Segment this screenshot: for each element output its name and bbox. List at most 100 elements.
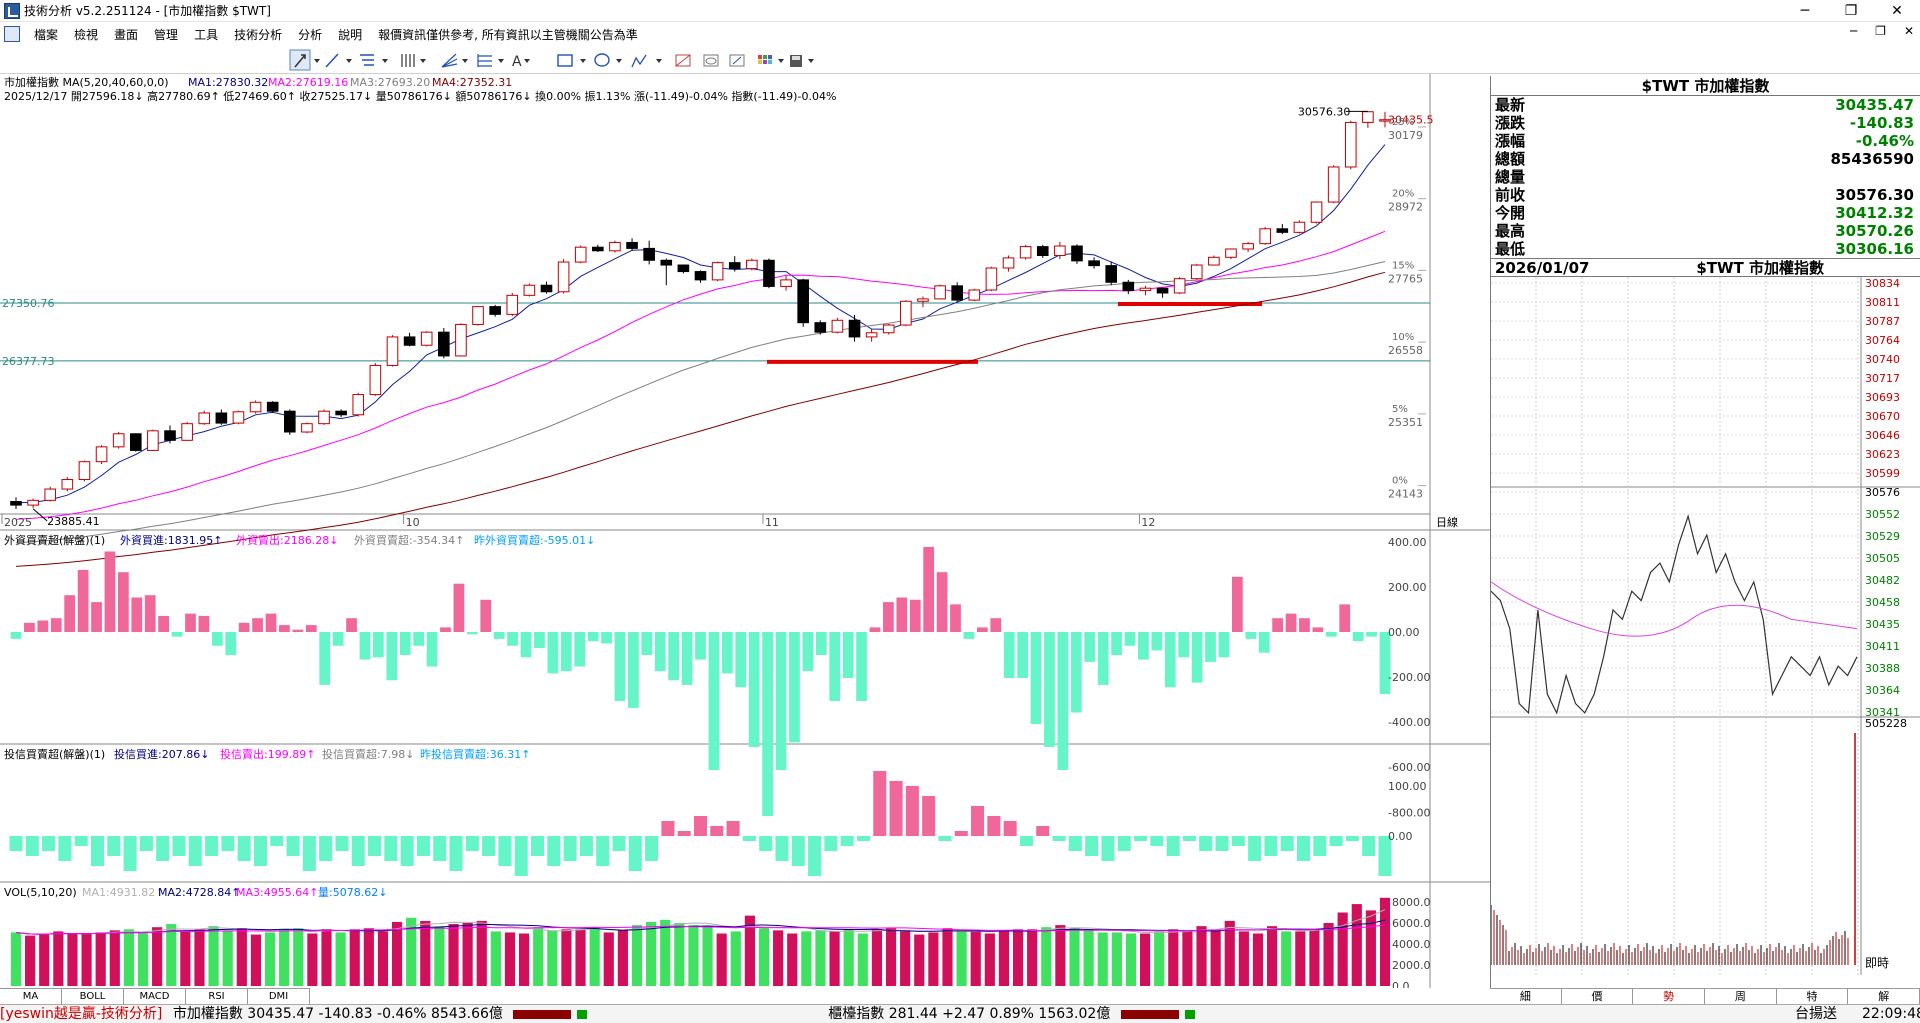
candle-body [626, 241, 638, 249]
foreign-net-bar [1231, 576, 1243, 632]
close-button[interactable]: ✕ [1891, 3, 1903, 19]
drawing-toolbar: A [0, 46, 1920, 74]
pct-tick: 0% [1392, 476, 1408, 487]
indicator-tab-boll[interactable]: BOLL [62, 988, 124, 1004]
trust-net-bar [1378, 836, 1392, 876]
quote-panel: $TWT 市加權指數 最新 30435.47 漲跌 -140.83 漲幅 -0.46% 總額… [1490, 76, 1920, 988]
ma-value-label: MA4:27352.31 [432, 76, 512, 89]
trust-net-bar [139, 836, 153, 851]
title-bar: 技術分析 v5.2.251124 - [市加權指數 $TWT] ─ ❐ ✕ [0, 0, 1920, 22]
foreign-net-bar [91, 602, 102, 632]
trust-net-bar [1052, 836, 1066, 841]
candle-body [1002, 257, 1015, 269]
rectangle-icon[interactable] [557, 54, 573, 67]
volume-bar [857, 933, 868, 986]
indicator-tab-dmi[interactable]: DMI [248, 988, 310, 1004]
high-label: 30576.30 [1298, 105, 1351, 118]
quote-label: 漲幅 [1495, 132, 1526, 150]
menu-view[interactable]: 檢視 [74, 27, 99, 42]
fan-icon[interactable] [441, 53, 458, 68]
period-tab[interactable]: 特 [1776, 988, 1849, 1004]
period-tab[interactable]: 解 [1848, 988, 1920, 1004]
polyline-icon[interactable] [631, 54, 647, 68]
text-tool-icon[interactable]: A [512, 54, 522, 70]
mdi-minimize-button[interactable]: ─ [1849, 24, 1858, 38]
intraday-y-label: 30811 [1865, 296, 1900, 309]
trust-net-bar [433, 836, 447, 861]
candle-body [249, 401, 262, 413]
foreign-net-bar [238, 622, 250, 632]
minimize-button[interactable]: ─ [1800, 3, 1810, 19]
volume-bar [1097, 932, 1108, 986]
foreign-net-bar [1272, 618, 1283, 632]
foreign-net-bar [466, 632, 478, 635]
menu-screen[interactable]: 畫面 [114, 27, 139, 42]
intraday-chart[interactable]: 30834 30811 30787 30764 30740 30717 30693 30670… [1491, 277, 1920, 975]
foreign-net-bar [332, 632, 344, 646]
indicator-tab-macd[interactable]: MACD [124, 988, 186, 1004]
intraday-y-label: 30717 [1865, 372, 1900, 385]
menu-help[interactable]: 說明 [338, 27, 363, 42]
period-tab[interactable]: 細 [1490, 988, 1562, 1004]
panel-value-label: MA3:4955.64↑ [236, 886, 318, 899]
volume-bar [166, 924, 177, 986]
menu-analysis[interactable]: 分析 [298, 27, 323, 42]
ellipse-icon[interactable] [594, 53, 610, 67]
volume-bar [349, 929, 360, 986]
vertical-lines-icon[interactable] [401, 54, 415, 67]
eraser-icon[interactable] [675, 54, 691, 67]
candle-body [882, 324, 895, 334]
candle-body [335, 410, 347, 416]
foreign-net-bar [735, 632, 747, 688]
mdi-restore-button[interactable]: ❐ [1875, 24, 1886, 38]
menu-file[interactable]: 檔案 [34, 27, 59, 42]
foreign-net-bar [1044, 632, 1055, 747]
period-tab[interactable]: 勢 [1633, 988, 1706, 1004]
quote-label: 前收 [1495, 186, 1526, 204]
volume-bar [547, 930, 558, 986]
mdi-close-button[interactable]: ✕ [1903, 24, 1914, 38]
document-icon[interactable] [4, 26, 20, 42]
volume-bar [1168, 929, 1179, 986]
volume-bar [152, 927, 163, 986]
x-label: 10 [406, 516, 420, 529]
indicator-tab-ma[interactable]: MA [0, 988, 62, 1004]
price-tick: 27765 [1388, 272, 1423, 285]
volume-ma-line [15, 924, 1386, 935]
foreign-net-bar [359, 632, 371, 660]
candle-body [848, 319, 861, 338]
foreign-net-bar [507, 632, 518, 646]
intraday-price-line [1491, 514, 1858, 715]
candle-body [1088, 260, 1100, 267]
foreign-y-tick: -400.00 [1388, 716, 1430, 729]
horizontal-line-icon[interactable] [360, 54, 374, 66]
copy-icon[interactable] [703, 54, 719, 67]
low-marker [32, 508, 48, 522]
candle-body [369, 364, 382, 396]
volume-bar [984, 933, 995, 986]
volume-bar [660, 919, 671, 986]
foreign-y-tick: 00.00 [1388, 626, 1420, 639]
foreign-net-bar [480, 599, 492, 632]
palette-icon[interactable] [758, 55, 772, 64]
menu-manage[interactable]: 管理 [154, 27, 179, 42]
line-tool-icon[interactable] [325, 53, 339, 68]
trust-net-bar [579, 836, 593, 856]
trust-net-bar [1199, 836, 1213, 851]
indicator-tab-rsi[interactable]: RSI [186, 988, 248, 1004]
save-icon[interactable] [790, 55, 802, 67]
cursor-icon[interactable] [289, 49, 311, 71]
fibonacci-icon[interactable] [477, 54, 492, 67]
chart-canvas[interactable]: 市加權指數 MA(5,20,40,60,0,0) MA1:27830.32 MA2:… [0, 74, 1597, 993]
foreign-net-bar [319, 632, 331, 685]
menu-tools[interactable]: 工具 [194, 27, 219, 42]
volume-bar [236, 928, 247, 986]
period-tab[interactable]: 價 [1561, 988, 1634, 1004]
volume-bar [956, 930, 967, 986]
intraday-y-label: 30787 [1865, 315, 1900, 328]
compare-icon[interactable] [729, 54, 745, 67]
period-tab[interactable]: 周 [1705, 988, 1777, 1004]
maximize-button[interactable]: ❐ [1844, 3, 1858, 19]
menu-technical-analysis[interactable]: 技術分析 [234, 27, 283, 42]
chart-area[interactable]: 市加權指數 MA(5,20,40,60,0,0) MA1:27830.32 MA2:… [0, 74, 1597, 993]
